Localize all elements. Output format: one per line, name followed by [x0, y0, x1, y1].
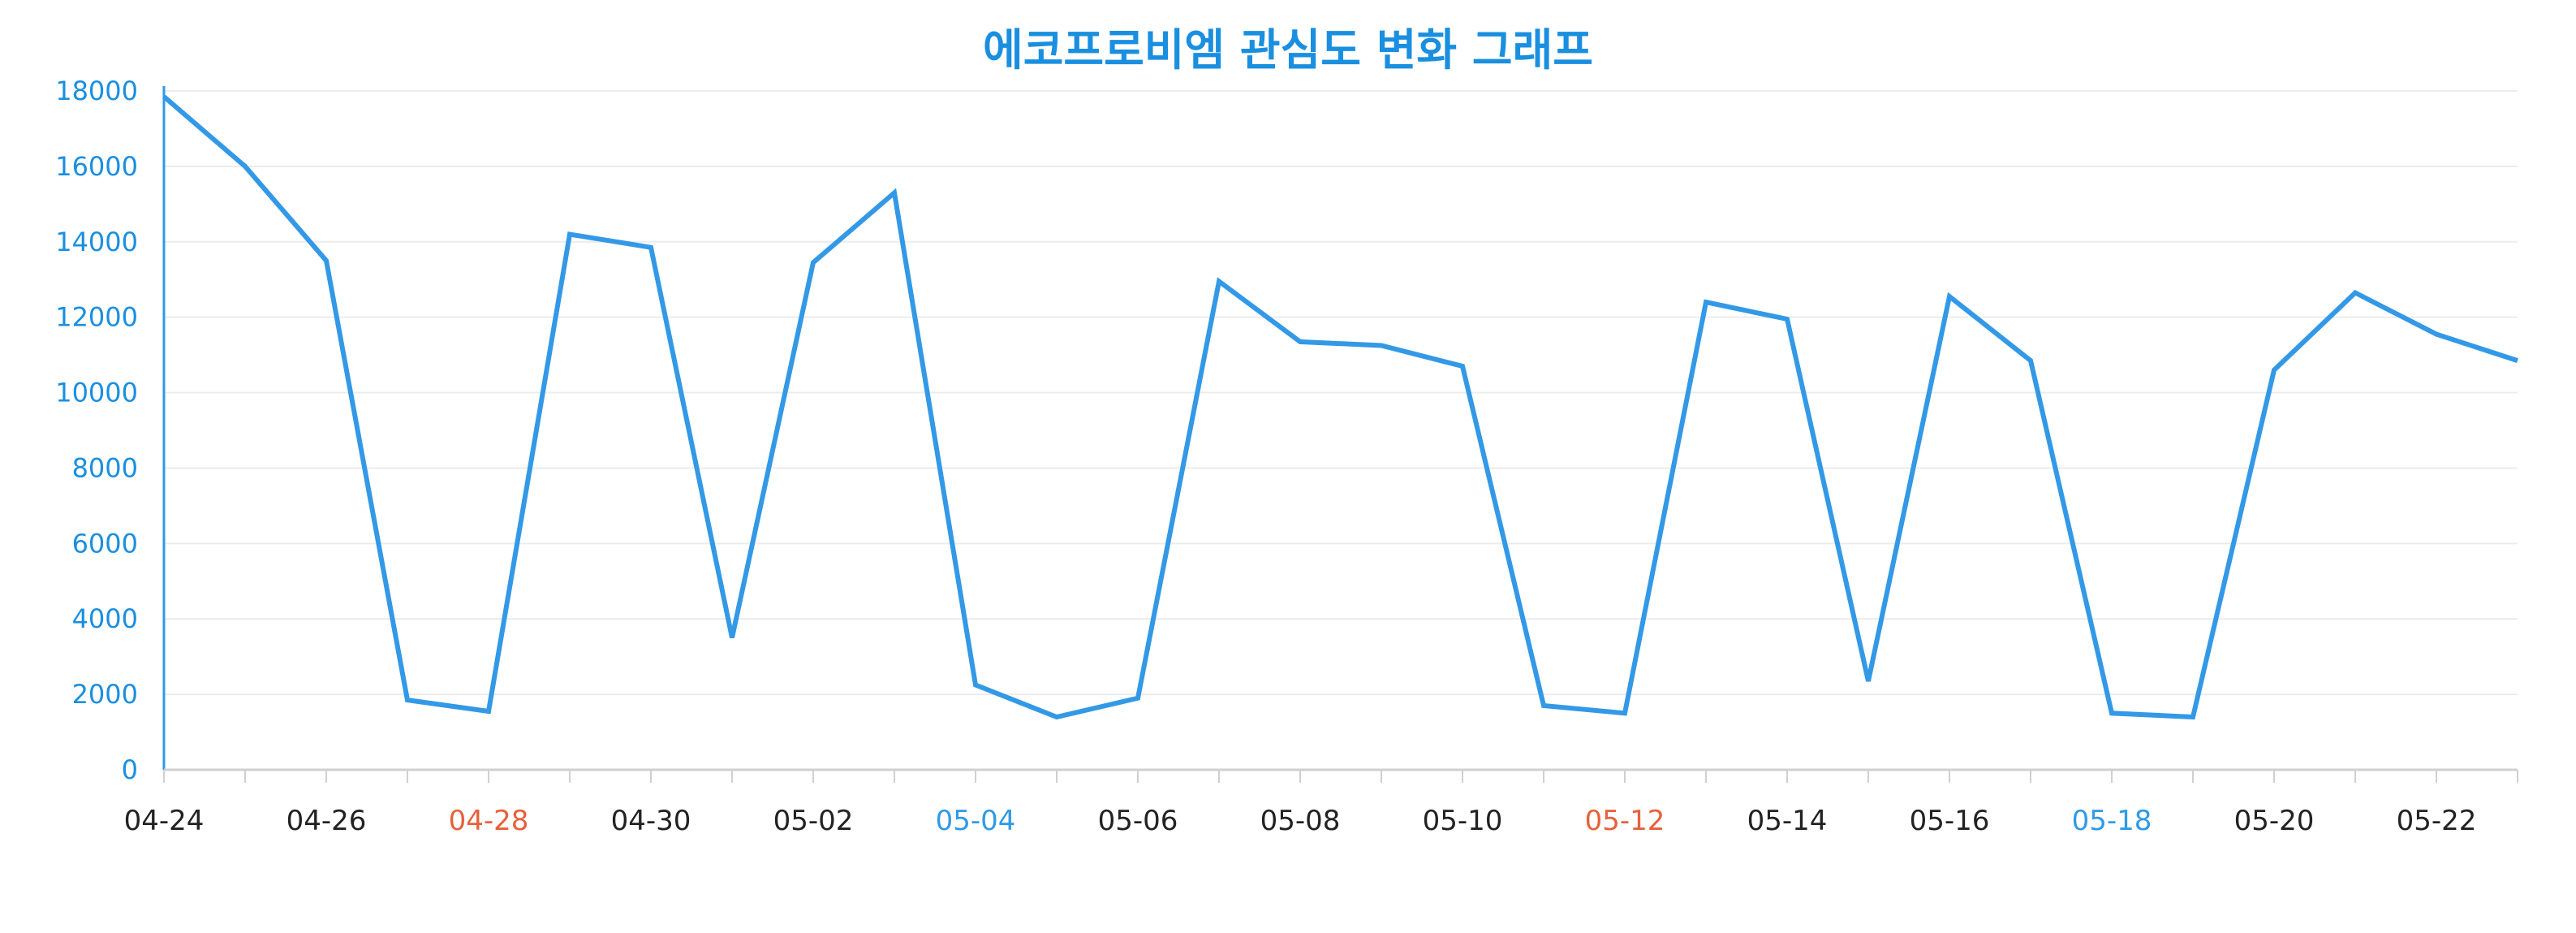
y-tick-label: 16000 — [55, 151, 138, 182]
x-tick-label: 05-18 — [2072, 805, 2152, 837]
x-tick-label: 05-20 — [2234, 805, 2315, 837]
x-tick-label: 05-08 — [1260, 805, 1341, 837]
x-tick-label: 05-02 — [773, 805, 854, 837]
y-tick-label: 12000 — [55, 302, 138, 333]
y-tick-label: 8000 — [72, 452, 138, 483]
x-tick-label: 04-30 — [611, 805, 691, 837]
series-line — [162, 94, 2518, 720]
series-layer — [162, 94, 2518, 720]
x-tick-label: 04-26 — [286, 805, 367, 837]
y-tick-label: 0 — [122, 754, 138, 785]
x-tick-label: 05-04 — [936, 805, 1016, 837]
x-tick-label: 05-16 — [1910, 805, 1990, 837]
x-tick-label: 05-06 — [1098, 805, 1178, 837]
x-tick-label: 05-22 — [2397, 805, 2477, 837]
y-tick-label: 10000 — [55, 378, 138, 408]
grid-layer — [164, 90, 2518, 696]
y-tick-label: 18000 — [55, 76, 138, 106]
x-tick-label: 05-12 — [1585, 805, 1665, 837]
chart-title: 에코프로비엠 관심도 변화 그래프 — [983, 24, 1593, 76]
x-tick-label: 04-24 — [124, 805, 205, 837]
y-tick-label: 2000 — [72, 679, 138, 710]
y-tick-label: 4000 — [72, 603, 138, 634]
axis-layer: 0 2000 4000 6000 8000 10000 12000 14000 16000 180… — [55, 76, 2518, 837]
x-tick-label: 05-10 — [1423, 805, 1503, 837]
y-tick-label: 14000 — [55, 227, 138, 257]
x-tick-label: 05-14 — [1747, 805, 1828, 837]
y-tick-label: 6000 — [72, 528, 138, 559]
x-tick-label: 04-28 — [449, 805, 529, 837]
